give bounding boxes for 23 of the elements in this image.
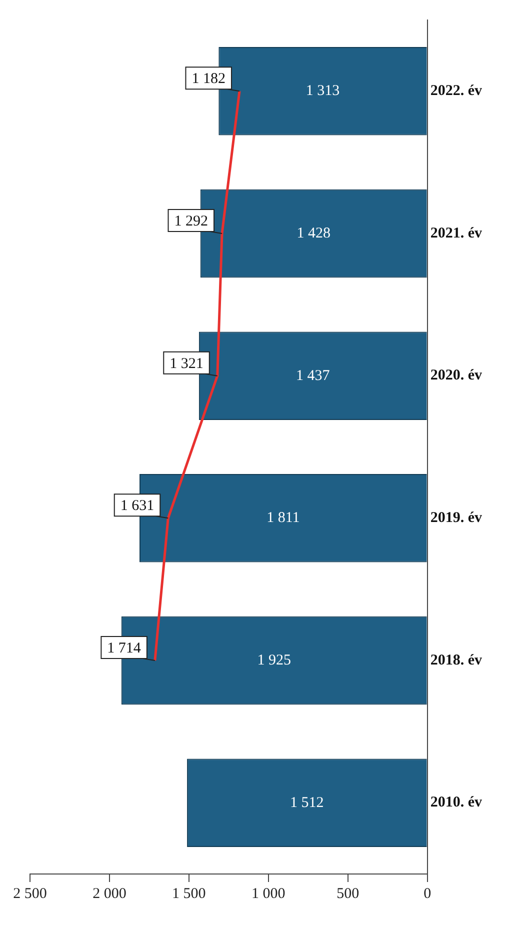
y-tick-label: 2018. év [430,652,482,668]
data-label: 1 321 [170,356,204,372]
y-tick-label: 2010. év [430,794,482,811]
x-tick-label: 500 [336,886,360,902]
x-tick-label: 2 500 [13,886,47,902]
data-label: 1 428 [296,225,330,242]
x-tick-label: 0 [424,886,432,902]
data-label: 1 925 [257,652,291,668]
data-label: 1 182 [192,71,226,88]
data-label: 1 437 [296,368,330,384]
data-label: 1 631 [120,498,154,514]
data-label: 1 811 [266,510,300,526]
x-tick-label: 1 500 [172,886,206,902]
x-tick-label: 2 000 [92,886,126,902]
y-tick-label: 2022. év [430,83,482,100]
x-tick-label: 1 000 [252,886,286,902]
y-tick-label: 2019. év [430,510,482,526]
y-tick-label: 2020. év [430,368,482,384]
data-label: 1 313 [306,83,340,100]
data-label: 1 292 [174,213,208,230]
data-label: 1 512 [290,794,324,811]
y-tick-label: 2021. év [430,225,482,242]
data-label: 1 714 [107,640,142,656]
